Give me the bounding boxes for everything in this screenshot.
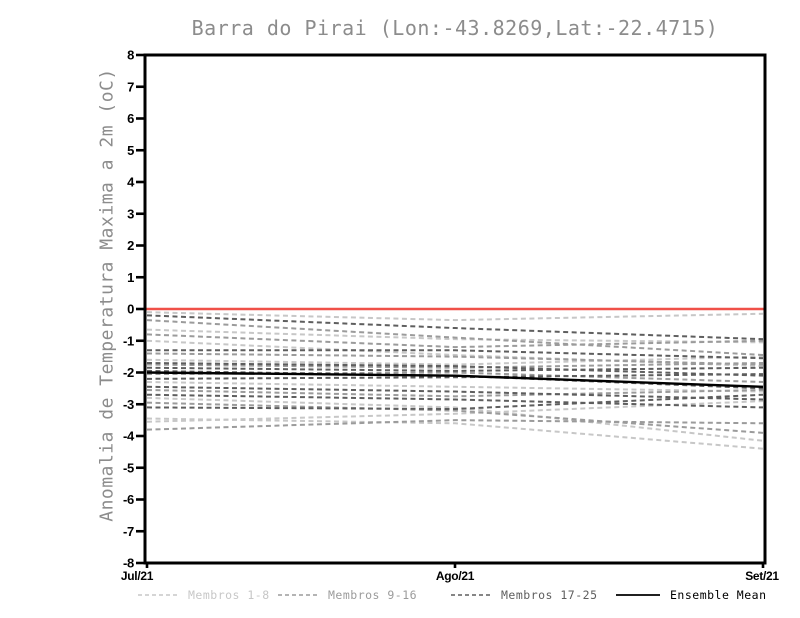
dashed-line-swatch bbox=[451, 594, 491, 596]
dashed-line-swatch bbox=[278, 594, 318, 596]
legend-item-membros-9-16: Membros 9-16 bbox=[277, 586, 417, 604]
member-line bbox=[146, 328, 764, 344]
member-line bbox=[146, 339, 764, 368]
member-line bbox=[146, 366, 764, 372]
member-line bbox=[146, 319, 764, 357]
member-line bbox=[146, 381, 764, 393]
member-line bbox=[146, 361, 764, 377]
chart-title: Barra do Pirai (Lon:-43.8269,Lat:-22.471… bbox=[191, 16, 719, 40]
member-line bbox=[146, 396, 764, 442]
member-line bbox=[146, 361, 764, 369]
member-line bbox=[146, 393, 764, 409]
y-axis-label: Anomalia de Temperatura Maxima a 2m (oC) bbox=[96, 68, 118, 522]
y-tick-label: -6 bbox=[123, 492, 134, 507]
y-tick-label: 6 bbox=[127, 111, 134, 126]
y-tick-label: -4 bbox=[123, 429, 135, 444]
member-line bbox=[146, 385, 764, 401]
y-tick-label: 1 bbox=[127, 270, 134, 285]
y-tick-label: 4 bbox=[127, 175, 135, 190]
member-line bbox=[146, 311, 764, 322]
member-line bbox=[146, 417, 764, 450]
legend-item-membros-1-8: Membros 1-8 bbox=[137, 586, 270, 604]
member-line bbox=[147, 349, 764, 360]
member-line bbox=[146, 401, 764, 434]
member-line bbox=[146, 419, 764, 431]
x-tick-label: Set/21 bbox=[745, 569, 779, 583]
ensemble-mean-line bbox=[146, 371, 764, 388]
y-tick-label: 0 bbox=[127, 302, 134, 317]
y-tick-label: 8 bbox=[127, 48, 134, 63]
legend: Membros 1-8 Membros 9-16 Membros 17-25 E… bbox=[0, 586, 800, 608]
member-line bbox=[146, 355, 764, 366]
y-tick-label: -5 bbox=[123, 460, 134, 475]
y-tick-label: -3 bbox=[123, 397, 134, 412]
y-tick-label: -7 bbox=[123, 524, 134, 539]
y-tick-label: 5 bbox=[127, 143, 134, 158]
member-line bbox=[146, 333, 764, 349]
legend-item-label: Membros 1-8 bbox=[188, 588, 270, 602]
legend-item-label: Membros 9-16 bbox=[328, 588, 418, 602]
y-tick-label: 7 bbox=[127, 79, 134, 94]
member-line bbox=[146, 388, 764, 398]
member-line bbox=[146, 373, 764, 380]
x-tick-label: Jul/21 bbox=[121, 569, 154, 583]
y-tick-label: -8 bbox=[123, 556, 134, 571]
legend-item-ensemble-mean: Ensemble Mean bbox=[615, 586, 767, 604]
legend-item-label: Membros 17-25 bbox=[501, 588, 598, 602]
y-tick-label: 3 bbox=[127, 206, 134, 221]
y-tick-label: -2 bbox=[123, 365, 134, 380]
member-line bbox=[146, 314, 764, 341]
solid-line-swatch bbox=[616, 594, 660, 596]
x-tick-label: Ago/21 bbox=[436, 569, 475, 583]
member-line bbox=[146, 393, 764, 411]
y-tick-label: 2 bbox=[127, 238, 134, 253]
y-tick-label: -1 bbox=[123, 333, 134, 348]
dashed-line-swatch bbox=[138, 594, 178, 596]
legend-item-membros-17-25: Membros 17-25 bbox=[450, 586, 598, 604]
legend-item-label: Ensemble Mean bbox=[670, 588, 767, 602]
member-line bbox=[146, 352, 764, 366]
